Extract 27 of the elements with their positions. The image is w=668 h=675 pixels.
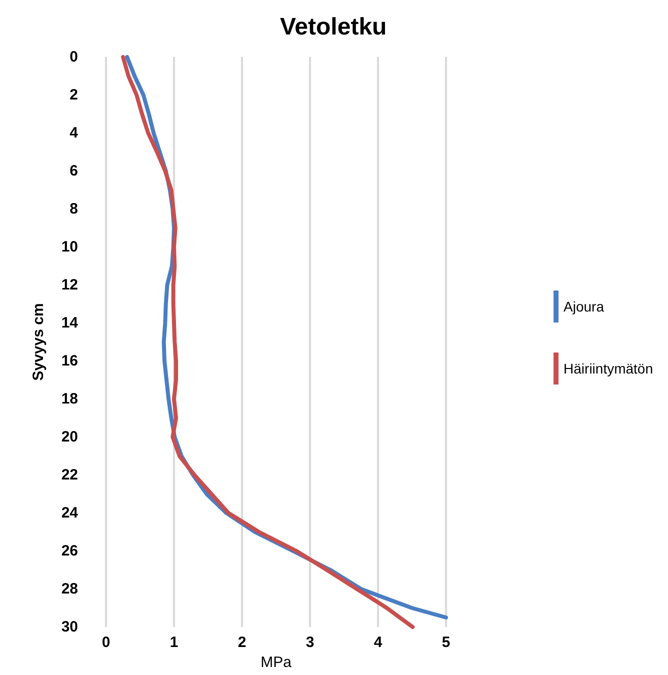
y-tick-label: 16 [61,352,78,370]
y-tick-label: 0 [70,48,78,66]
x-tick-label: 1 [170,634,178,651]
y-tick-label: 24 [61,504,79,522]
y-tick-label: 12 [61,276,78,294]
y-tick-label: 18 [61,390,78,408]
y-tick-label: 14 [61,314,79,332]
x-tick-label: 5 [442,634,450,651]
y-axis-title: Syvyys cm [30,303,47,381]
legend-label: Ajoura [564,298,604,314]
chart-title: Vetoletku [280,14,387,40]
y-tick-label: 28 [61,580,78,598]
legend-label: Häiriintymätön [564,360,654,376]
x-axis-title: MPa [260,654,292,671]
y-tick-label: 30 [61,618,78,636]
x-tick-label: 2 [238,634,246,651]
y-tick-label: 22 [61,466,78,484]
x-tick-label: 3 [306,634,314,651]
y-tick-label: 4 [70,124,79,142]
y-tick-label: 26 [61,542,78,560]
y-tick-label: 20 [61,428,78,446]
x-tick-label: 0 [102,634,110,651]
x-tick-label: 4 [374,634,383,651]
y-tick-label: 10 [61,238,78,256]
y-tick-label: 2 [70,86,78,104]
y-tick-label: 6 [70,162,78,180]
y-tick-label: 8 [70,200,78,218]
